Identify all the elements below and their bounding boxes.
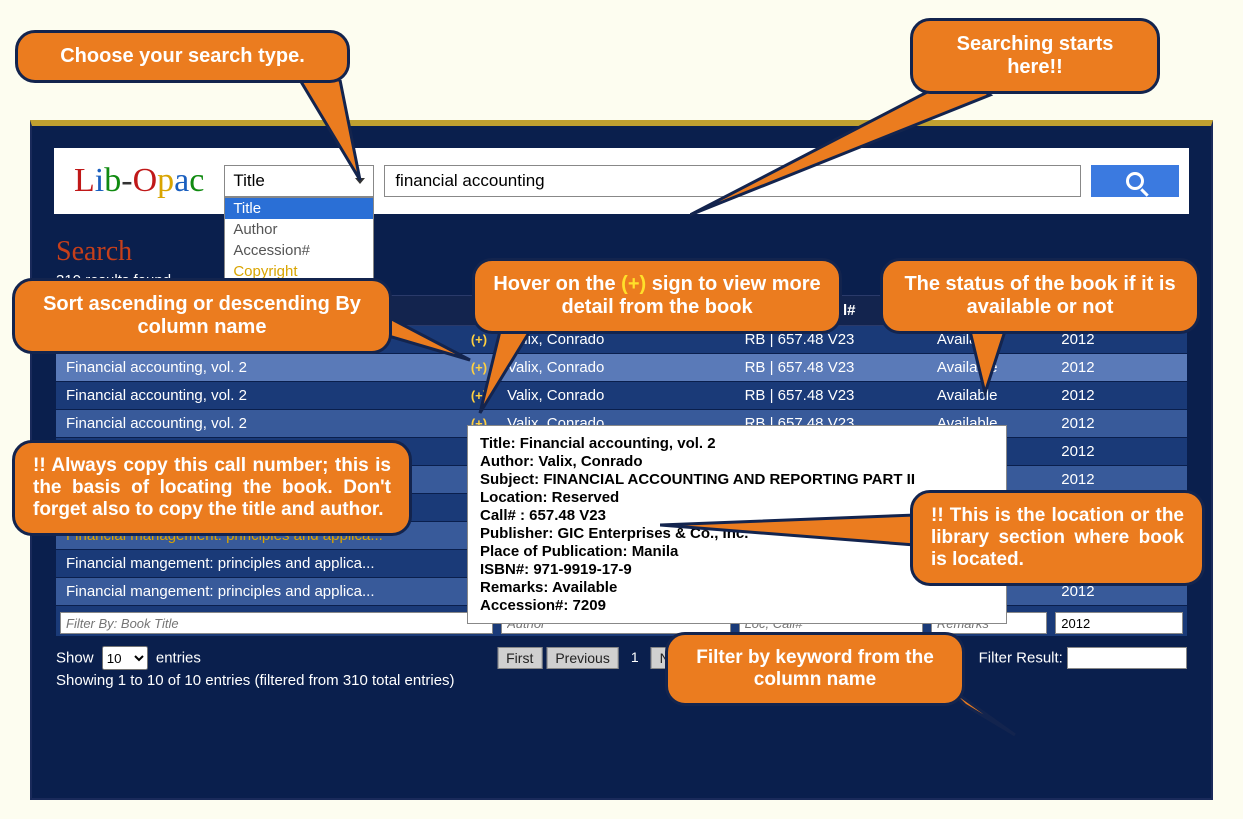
row-title: Financial accounting, vol. 2 [66,415,247,432]
callout-hover-plus: Hover on the (+) sign to view more detai… [472,258,842,334]
row-copyright: 2012 [1051,410,1187,438]
row-location: RB | 657.48 V23 [735,354,927,382]
row-title: Financial mangement: principles and appl… [66,583,375,600]
row-location: RB | 657.48 V23 [735,382,927,410]
row-copyright: 2012 [1051,382,1187,410]
callout-tail [260,80,380,200]
table-footer: Show 10 entries First Previous 1 Next La… [56,646,1187,670]
callout-search-type: Choose your search type. [15,30,350,83]
callout-status: The status of the book if it is availabl… [880,258,1200,334]
row-copyright: 2012 [1051,438,1187,466]
search-type-option[interactable]: Author [225,219,373,240]
searchbar: Lib-Opac Title Title Author Accession# C… [54,148,1189,214]
callout-tail [960,328,1020,398]
row-title: Financial mangement: principles and appl… [66,555,375,572]
row-copyright: 2012 [1051,354,1187,382]
filter-title-input[interactable] [60,612,493,634]
search-type-option[interactable]: Accession# [225,240,373,261]
callout-tail [470,328,550,418]
callout-searching-starts: Searching starts here!! [910,18,1160,94]
show-entries: Show 10 entries [56,646,201,670]
callout-sort: Sort ascending or descending By column n… [12,278,392,354]
filter-copyright-input[interactable] [1055,612,1183,634]
search-type-option[interactable]: Title [225,198,373,219]
search-icon [1126,172,1144,190]
callout-call-number: !! Always copy this call number; this is… [12,440,412,536]
entries-select[interactable]: 10 [102,646,148,670]
pager-current: 1 [623,647,647,669]
row-title: Financial accounting, vol. 2 [66,387,247,404]
row-title: Financial accounting, vol. 2 [66,359,247,376]
search-button[interactable] [1091,165,1179,197]
pager-first[interactable]: First [497,647,542,669]
pager-prev[interactable]: Previous [546,647,618,669]
callout-filter: Filter by keyword from the column name [665,632,965,706]
logo: Lib-Opac [74,162,204,200]
filter-result: Filter Result: [979,647,1187,669]
callout-location: !! This is the location or the library s… [910,490,1205,586]
callout-tail [660,500,920,560]
filter-result-input[interactable] [1067,647,1187,669]
